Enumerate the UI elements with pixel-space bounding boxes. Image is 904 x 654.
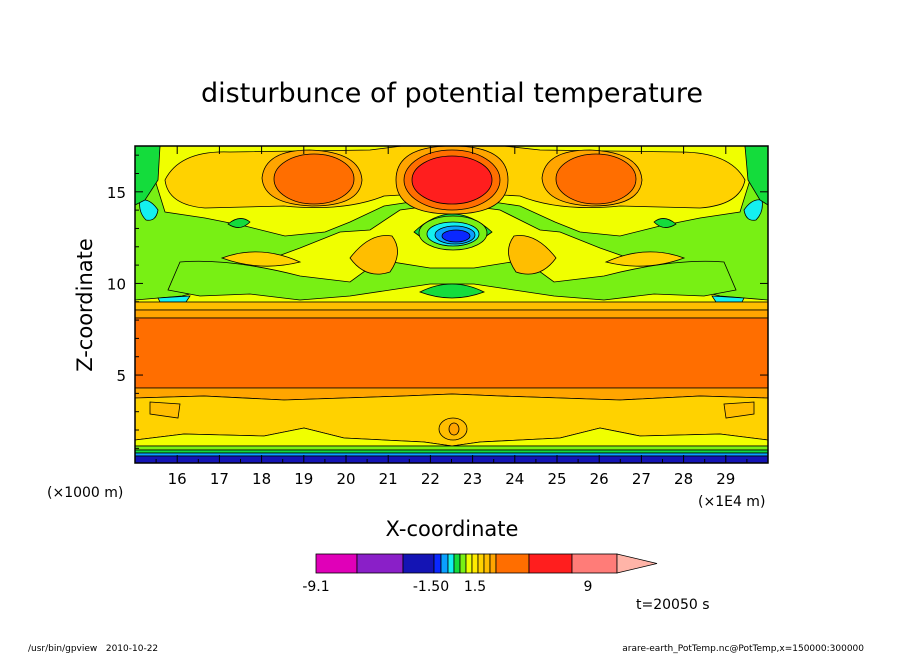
lower-blob-left <box>149 401 181 419</box>
colorbar-segment <box>528 553 573 574</box>
lower-bands <box>135 301 768 463</box>
colorbar-segment <box>453 553 461 574</box>
band-green2 <box>135 449 768 454</box>
green-center-low <box>418 283 486 299</box>
x-tick-label: 23 <box>463 470 482 488</box>
colorbar-segment <box>447 553 455 574</box>
colorbar-label: -1.50 <box>413 579 449 595</box>
colorbar-label: 1.5 <box>464 579 486 595</box>
orange-arc-left <box>220 251 302 267</box>
x-unit-left: (×1000 m) <box>47 485 123 501</box>
x-tick-label: 21 <box>379 470 398 488</box>
x-tick-label: 17 <box>210 470 229 488</box>
colorbar-segment <box>477 553 485 574</box>
green-small-right <box>653 218 677 228</box>
plot-area <box>135 146 768 463</box>
colorbar-label: -9.1 <box>302 579 329 595</box>
colorbar-segment <box>402 553 435 574</box>
x-tick-label: 19 <box>294 470 313 488</box>
colorbar-segment <box>459 553 467 574</box>
footer-right: arare-earth_PotTemp.nc@PotTemp,x=150000:… <box>622 644 864 654</box>
colorbar-segment <box>571 553 618 574</box>
y-tick-label: 10 <box>107 275 126 293</box>
chart-title: disturbunce of potential temperature <box>201 78 703 109</box>
x-axis-ticks <box>155 146 748 463</box>
mid-features <box>220 215 686 275</box>
colorbar-labels: -9.1 -1.50 1.5 9 <box>302 579 592 595</box>
green-mid-band <box>167 259 737 301</box>
y-tick-label: 5 <box>116 367 126 385</box>
colorbar-segment <box>356 553 404 574</box>
green-small-left <box>227 218 251 228</box>
x-tick-label: 22 <box>421 470 440 488</box>
band-lower-yellow <box>135 427 768 447</box>
colorbar <box>315 553 658 574</box>
band-orange-top-edge <box>135 301 768 311</box>
x-tick-label: 16 <box>168 470 187 488</box>
band-main-orange <box>135 317 768 389</box>
max-left <box>273 153 355 205</box>
colorbar-segment <box>315 553 358 574</box>
min-center <box>441 229 471 243</box>
x-axis-tick-labels: 16 17 18 19 20 21 22 23 24 25 26 27 28 29 <box>168 470 736 488</box>
orange-lobe-left <box>349 235 398 275</box>
colorbar-segment <box>471 553 479 574</box>
lower-max-core <box>448 422 460 436</box>
colorbar-label: 9 <box>584 579 593 595</box>
x-axis-label: X-coordinate <box>386 517 519 541</box>
x-unit-right: (×1E4 m) <box>698 494 765 510</box>
cyan-right <box>743 199 763 221</box>
colorbar-segment <box>489 553 497 574</box>
x-tick-label: 29 <box>716 470 735 488</box>
orange-arc-right <box>604 251 686 267</box>
colorbar-segment <box>465 553 473 574</box>
band-green <box>135 445 768 451</box>
band-cyan <box>135 452 768 457</box>
x-tick-label: 25 <box>547 470 566 488</box>
footer-left: /usr/bin/gpview 2010-10-22 <box>28 644 158 654</box>
lower-blob-right <box>723 401 755 419</box>
colorbar-segment <box>483 553 491 574</box>
x-tick-label: 27 <box>632 470 651 488</box>
band-orange-edge2 <box>135 309 768 319</box>
x-tick-label: 26 <box>590 470 609 488</box>
y-axis-ticks <box>135 154 768 449</box>
upper-warm-cells <box>164 146 746 215</box>
y-tick-label: 15 <box>107 184 126 202</box>
colorbar-segment <box>433 553 442 574</box>
time-annotation: t=20050 s <box>636 597 710 613</box>
cyan-left <box>139 199 159 221</box>
max-right <box>555 153 637 205</box>
x-tick-label: 20 <box>336 470 355 488</box>
x-tick-label: 18 <box>252 470 271 488</box>
colorbar-segment <box>440 553 449 574</box>
max-center <box>411 155 493 205</box>
green-patch-right <box>744 146 768 206</box>
green-patch-left <box>135 146 161 206</box>
x-tick-label: 24 <box>505 470 524 488</box>
x-tick-label: 28 <box>674 470 693 488</box>
y-axis-label: Z-coordinate <box>73 238 97 372</box>
colorbar-extend-arrow <box>616 553 658 574</box>
orange-lobe-right <box>508 235 557 275</box>
y-axis-tick-labels: 5 10 15 <box>107 184 126 385</box>
colorbar-segment <box>495 553 530 574</box>
